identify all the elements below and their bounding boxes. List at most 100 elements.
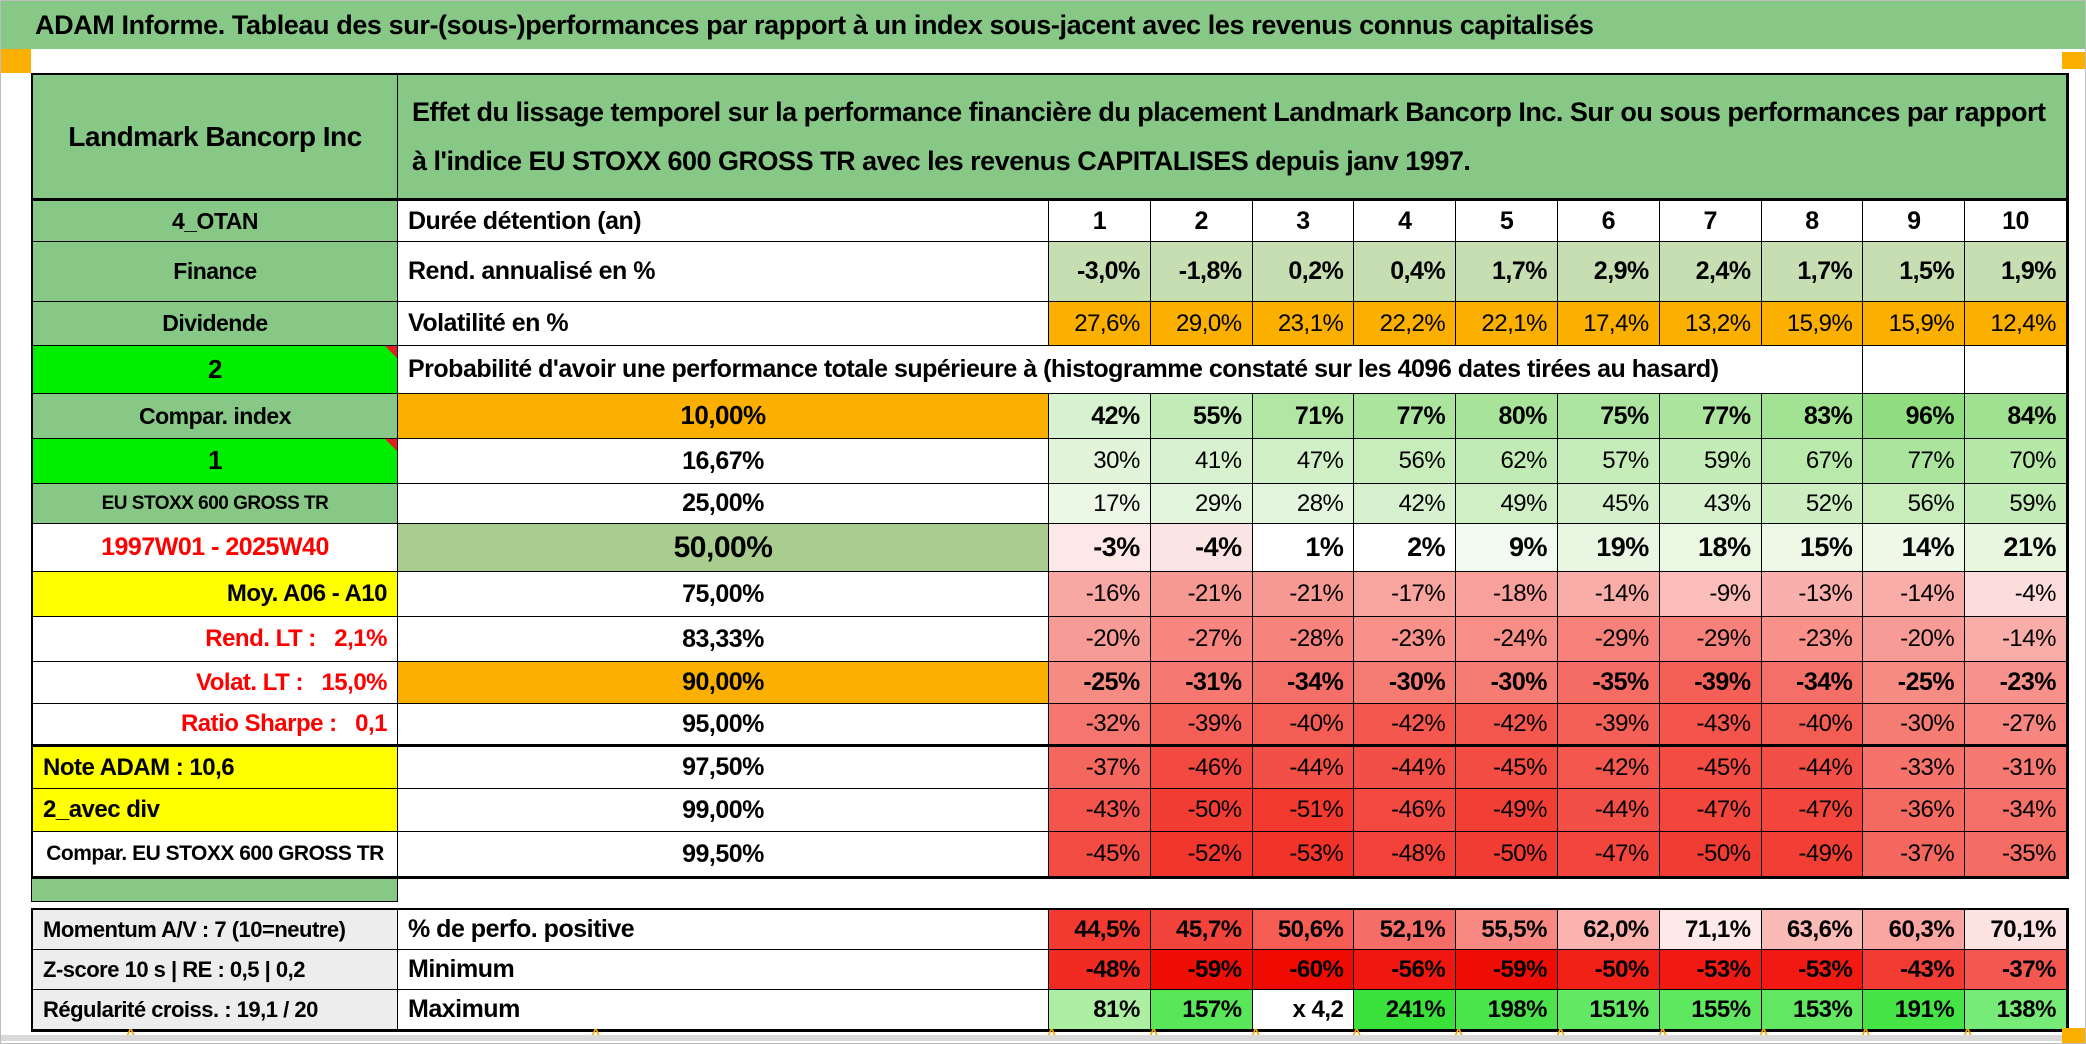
val-p16-10[interactable]: 70% [1965,439,2067,484]
val-p75-1[interactable]: -16% [1049,572,1151,617]
label-volat[interactable]: Dividende [33,302,398,346]
val-p83-7[interactable]: -29% [1659,617,1762,662]
val-p50-7[interactable]: 18% [1659,524,1762,572]
val-p90-10[interactable]: -23% [1965,662,2067,704]
val-rend-8[interactable]: 1,7% [1761,242,1864,302]
val-p75-7[interactable]: -9% [1659,572,1762,617]
label-proba[interactable]: 2 [33,346,398,394]
val-p995-9[interactable]: -37% [1863,832,1966,877]
label-p99[interactable]: 2_avec div [33,789,398,832]
val-p90-3[interactable]: -34% [1252,662,1355,704]
val-p25-2[interactable]: 29% [1150,484,1253,524]
val-p995-10[interactable]: -35% [1965,832,2067,877]
val-perfo-2[interactable]: 45,7% [1150,910,1253,950]
val-p16-5[interactable]: 62% [1456,439,1558,484]
val-p90-7[interactable]: -39% [1659,662,1762,704]
head-p10[interactable]: 10,00% [398,394,1049,439]
val-volat-6[interactable]: 17,4% [1557,302,1660,346]
val-perfo-9[interactable]: 60,3% [1863,910,1966,950]
val-p995-5[interactable]: -50% [1456,832,1558,877]
val-p10-8[interactable]: 83% [1761,394,1864,439]
val-min-6[interactable]: -50% [1557,950,1660,990]
label-p50[interactable]: 1997W01 - 2025W40 [33,524,398,572]
val-p975-1[interactable]: -37% [1049,747,1151,789]
val-p99-8[interactable]: -47% [1761,789,1864,832]
val-volat-7[interactable]: 13,2% [1659,302,1762,346]
val-max-8[interactable]: 153% [1761,990,1864,1030]
label-perfo[interactable]: Momentum A/V : 7 (10=neutre) [33,910,398,950]
val-p995-2[interactable]: -52% [1150,832,1253,877]
val-p75-9[interactable]: -14% [1863,572,1966,617]
val-p16-1[interactable]: 30% [1049,439,1151,484]
val-p975-7[interactable]: -45% [1659,747,1762,789]
val-p83-5[interactable]: -24% [1456,617,1558,662]
val-p99-3[interactable]: -51% [1252,789,1355,832]
val-p50-4[interactable]: 2% [1354,524,1457,572]
val-max-10[interactable]: 138% [1965,990,2067,1030]
val-min-1[interactable]: -48% [1049,950,1151,990]
val-p10-6[interactable]: 75% [1557,394,1660,439]
val-duree-6[interactable]: 6 [1557,201,1660,242]
val-p95-9[interactable]: -30% [1863,704,1966,747]
val-p99-2[interactable]: -50% [1150,789,1253,832]
val-min-9[interactable]: -43% [1863,950,1966,990]
val-p995-4[interactable]: -48% [1354,832,1457,877]
label-p975[interactable]: Note ADAM : 10,6 [33,747,398,789]
val-p10-10[interactable]: 84% [1965,394,2067,439]
val-p16-2[interactable]: 41% [1150,439,1253,484]
val-p75-5[interactable]: -18% [1456,572,1558,617]
head-rend[interactable]: Rend. annualisé en % [398,242,1049,302]
val-perfo-10[interactable]: 70,1% [1965,910,2067,950]
val-p99-5[interactable]: -49% [1456,789,1558,832]
val-volat-1[interactable]: 27,6% [1049,302,1151,346]
val-rend-3[interactable]: 0,2% [1252,242,1355,302]
val-p16-8[interactable]: 67% [1761,439,1864,484]
val-perfo-4[interactable]: 52,1% [1354,910,1457,950]
val-p90-6[interactable]: -35% [1557,662,1660,704]
val-p16-4[interactable]: 56% [1354,439,1457,484]
val-duree-4[interactable]: 4 [1354,201,1457,242]
val-p95-3[interactable]: -40% [1252,704,1355,747]
val-perfo-6[interactable]: 62,0% [1557,910,1660,950]
val-p10-7[interactable]: 77% [1659,394,1762,439]
val-p95-1[interactable]: -32% [1049,704,1151,747]
head-p50[interactable]: 50,00% [398,524,1049,572]
val-p975-5[interactable]: -45% [1456,747,1558,789]
val-p975-2[interactable]: -46% [1150,747,1253,789]
val-p25-9[interactable]: 56% [1863,484,1966,524]
val-p99-6[interactable]: -44% [1557,789,1660,832]
val-p25-10[interactable]: 59% [1965,484,2067,524]
val-p25-1[interactable]: 17% [1049,484,1151,524]
val-p50-9[interactable]: 14% [1863,524,1966,572]
head-p16[interactable]: 16,67% [398,439,1049,484]
val-duree-9[interactable]: 9 [1863,201,1966,242]
head-perfo[interactable]: % de perfo. positive [398,910,1049,950]
val-p25-3[interactable]: 28% [1252,484,1355,524]
head-proba[interactable]: Probabilité d'avoir une performance tota… [398,346,1864,394]
val-p99-7[interactable]: -47% [1659,789,1762,832]
val-p25-7[interactable]: 43% [1659,484,1762,524]
val-p95-8[interactable]: -40% [1761,704,1864,747]
val-rend-10[interactable]: 1,9% [1965,242,2067,302]
label-p995[interactable]: Compar. EU STOXX 600 GROSS TR [33,832,398,877]
val-p75-2[interactable]: -21% [1150,572,1253,617]
val-p16-3[interactable]: 47% [1252,439,1355,484]
val-volat-10[interactable]: 12,4% [1965,302,2067,346]
val-volat-8[interactable]: 15,9% [1761,302,1864,346]
val-min-4[interactable]: -56% [1354,950,1457,990]
val-max-9[interactable]: 191% [1863,990,1966,1030]
val-p75-3[interactable]: -21% [1252,572,1355,617]
val-p90-9[interactable]: -25% [1863,662,1966,704]
head-p995[interactable]: 99,50% [398,832,1049,877]
val-p99-4[interactable]: -46% [1354,789,1457,832]
val-p975-4[interactable]: -44% [1354,747,1457,789]
val-p25-5[interactable]: 49% [1456,484,1558,524]
val-p995-3[interactable]: -53% [1252,832,1355,877]
val-max-1[interactable]: 81% [1049,990,1151,1030]
val-p995-7[interactable]: -50% [1659,832,1762,877]
val-p25-4[interactable]: 42% [1354,484,1457,524]
val-p995-1[interactable]: -45% [1049,832,1151,877]
val-p83-8[interactable]: -23% [1761,617,1864,662]
val-p83-10[interactable]: -14% [1965,617,2067,662]
val-p90-1[interactable]: -25% [1049,662,1151,704]
